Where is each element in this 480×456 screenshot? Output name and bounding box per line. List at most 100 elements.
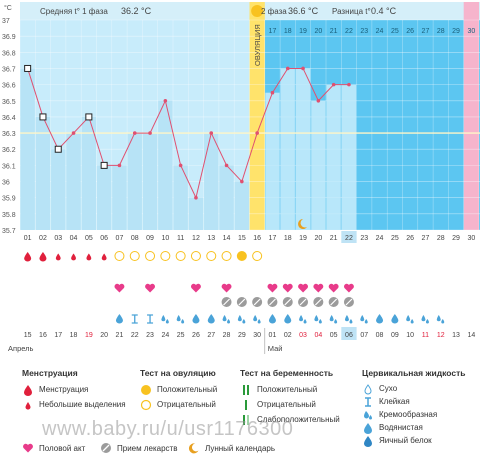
intercourse-heart — [313, 283, 324, 293]
calendar-date-label: 21 — [116, 332, 124, 339]
intercourse-heart — [221, 283, 232, 293]
day-bar — [112, 165, 127, 230]
cycle-day-label: 08 — [131, 235, 139, 242]
intercourse-heart — [282, 283, 293, 293]
day-bar — [127, 133, 142, 230]
sun-icon — [251, 5, 264, 17]
pink-day-column — [463, 20, 479, 230]
cycle-day-label: 16 — [253, 235, 261, 242]
legend-item: Сухо — [362, 382, 465, 395]
creamy-icon — [181, 319, 185, 324]
calendar-date-label: 07 — [360, 332, 368, 339]
creamy-icon — [299, 315, 304, 322]
calendar-date-label: 06 — [345, 332, 353, 339]
temperature-point — [39, 113, 47, 121]
ovulation-test-negative — [190, 251, 201, 261]
ovulation-label: ОВУЛЯЦИЯ — [253, 24, 262, 66]
cervical-marker — [222, 315, 231, 324]
legend-item: Кремообразная — [362, 408, 465, 421]
creamy-icon — [176, 315, 181, 322]
cycle-day-label: 09 — [146, 235, 154, 242]
creamy-icon — [362, 409, 374, 421]
cervical-marker — [391, 314, 399, 324]
calendar-date-label: 24 — [161, 332, 169, 339]
temperature-point — [270, 90, 275, 95]
month-label: Май — [268, 344, 283, 353]
day-number-top: 17 — [269, 28, 277, 35]
calendar-date-label: 22 — [131, 332, 139, 339]
y-tick-label: 35.7 — [2, 228, 16, 235]
month-label: Апрель — [8, 344, 34, 353]
day-number-top: 26 — [406, 28, 414, 35]
diff-label: Разница t° — [332, 7, 371, 16]
intercourse-heart — [114, 283, 125, 293]
day-bar — [173, 165, 188, 230]
drop-icon — [22, 384, 34, 396]
calendar-date-label: 12 — [437, 332, 445, 339]
cervical-marker — [406, 315, 414, 324]
creamy-icon — [406, 315, 411, 322]
calendar-date-label: 30 — [253, 332, 261, 339]
cervical-marker — [147, 314, 154, 324]
calendar-date-label: 03 — [299, 332, 307, 339]
y-tick-label: 36.4 — [2, 115, 16, 122]
temperature-point — [224, 163, 229, 168]
intercourse-heart — [328, 283, 339, 293]
cycle-day-label: 21 — [330, 235, 338, 242]
legend-intercourse: Половой акт — [22, 442, 85, 454]
day-bar — [97, 165, 112, 230]
legend-item: Клейкая — [362, 395, 465, 408]
single-bar-icon — [240, 399, 252, 411]
creamy-icon — [237, 315, 242, 322]
day-number-top: 23 — [360, 28, 368, 35]
day-number-top: 18 — [284, 28, 292, 35]
intercourse-heart — [190, 283, 201, 293]
day-bar — [204, 133, 219, 230]
legend-label: Отрицательный — [157, 400, 216, 409]
calendar-date-label: 27 — [207, 332, 215, 339]
temperature-line — [27, 67, 349, 200]
temperature-point — [85, 113, 93, 121]
egg-white-icon — [362, 435, 374, 447]
pill-marker — [236, 297, 247, 307]
day-bar — [265, 92, 280, 230]
legend-ovulation-test: Тест на овуляцию Положительный Отрицател… — [140, 368, 217, 412]
watery-icon — [192, 314, 200, 324]
legend-menstruation: Менструация Менструация Небольшие выделе… — [22, 368, 126, 412]
y-tick-label: 36.7 — [2, 66, 16, 73]
cervical-marker — [268, 314, 276, 324]
ovulation-test-negative — [114, 251, 125, 261]
creamy-icon — [360, 315, 365, 322]
legend-label: Лунный календарь — [205, 443, 276, 453]
creamy-icon — [165, 319, 169, 324]
ovulation-test-positive — [236, 251, 247, 261]
intercourse-heart — [343, 283, 354, 293]
y-tick-label: 36.6 — [2, 83, 16, 90]
cycle-day-label: 24 — [376, 235, 384, 242]
double-bar-icon — [240, 384, 252, 396]
temperature-point — [163, 98, 168, 103]
ovulation-test-negative — [160, 251, 171, 261]
temperature-point — [301, 66, 305, 71]
creamy-icon — [441, 319, 445, 324]
cycle-day-label: 25 — [391, 235, 399, 242]
pill-marker — [221, 297, 232, 307]
cycle-day-label: 13 — [207, 235, 215, 242]
pill-stripe — [269, 298, 276, 306]
cervical-marker — [192, 314, 200, 324]
cycle-day-label: 18 — [284, 235, 292, 242]
cervical-marker — [237, 315, 246, 324]
legend-pregnancy-test: Тест на беременность Положительный Отриц… — [240, 368, 340, 427]
temperature-point — [255, 131, 259, 135]
pink-day-header — [463, 2, 479, 20]
ovulation-column — [249, 2, 265, 230]
intercourse-heart — [145, 283, 156, 293]
cervical-marker — [344, 315, 353, 324]
cycle-day-label: 02 — [39, 235, 47, 242]
day-bar — [66, 133, 81, 230]
day-number-top: 19 — [299, 28, 307, 35]
cycle-day-label: 20 — [314, 235, 322, 242]
pill-marker — [252, 297, 263, 307]
cervical-marker — [115, 314, 123, 324]
temperature-point — [209, 131, 214, 135]
